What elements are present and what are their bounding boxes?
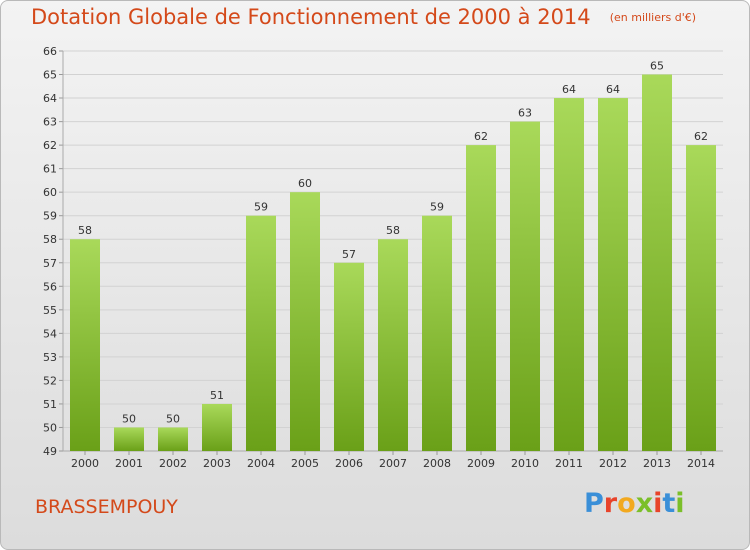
y-tick-label: 59 (43, 210, 57, 223)
data-label: 58 (386, 224, 400, 237)
data-label: 63 (518, 107, 532, 120)
x-tick-label: 2011 (555, 457, 583, 470)
y-tick-label: 49 (43, 445, 57, 458)
x-tick-label: 2003 (203, 457, 231, 470)
logo-letter: P (584, 488, 604, 519)
bar (290, 192, 320, 452)
y-tick-label: 53 (43, 351, 57, 364)
y-tick-label: 51 (43, 398, 57, 411)
data-label: 62 (474, 130, 488, 143)
data-label: 51 (210, 389, 224, 402)
x-tick-label: 2012 (599, 457, 627, 470)
chart-unit: (en milliers d'€) (609, 11, 697, 24)
data-label: 57 (342, 248, 356, 261)
x-tick-label: 2004 (247, 457, 275, 470)
data-label: 59 (254, 201, 268, 214)
x-tick-label: 2007 (379, 457, 407, 470)
y-tick-label: 65 (43, 69, 57, 82)
x-tick-label: 2014 (687, 457, 715, 470)
y-tick-label: 58 (43, 233, 57, 246)
bar (598, 98, 628, 451)
data-label: 58 (78, 224, 92, 237)
y-tick-label: 55 (43, 304, 57, 317)
y-tick-label: 62 (43, 139, 57, 152)
bar (642, 74, 672, 451)
data-label: 65 (650, 60, 664, 73)
x-tick-label: 2006 (335, 457, 363, 470)
bar (554, 98, 584, 451)
logo-letter: t (662, 488, 676, 519)
bar (378, 239, 408, 451)
x-tick-label: 2008 (423, 457, 451, 470)
bar (114, 427, 144, 451)
logo-letter: i (675, 488, 685, 519)
bar (422, 215, 452, 451)
bar (510, 121, 540, 452)
bar (246, 215, 276, 451)
bar (202, 403, 232, 451)
y-tick-label: 61 (43, 163, 57, 176)
logo-letter: i (653, 488, 663, 519)
commune-name: BRASSEMPOUY (35, 496, 178, 518)
x-tick-label: 2009 (467, 457, 495, 470)
data-label: 64 (562, 83, 576, 96)
data-label: 64 (606, 83, 620, 96)
logo-letter: o (617, 488, 636, 519)
x-tick-label: 2013 (643, 457, 671, 470)
x-tick-label: 2001 (115, 457, 143, 470)
data-label: 50 (166, 412, 180, 425)
y-tick-label: 56 (43, 280, 57, 293)
y-tick-label: 64 (43, 92, 57, 105)
x-tick-label: 2002 (159, 457, 187, 470)
bar (686, 145, 716, 451)
bar (334, 262, 364, 451)
bar (466, 145, 496, 451)
y-tick-label: 57 (43, 257, 57, 270)
x-tick-label: 2010 (511, 457, 539, 470)
y-tick-label: 54 (43, 327, 57, 340)
y-tick-label: 66 (43, 45, 57, 58)
data-label: 62 (694, 130, 708, 143)
y-tick-label: 52 (43, 374, 57, 387)
y-tick-label: 50 (43, 421, 57, 434)
bar (158, 427, 188, 451)
x-tick-label: 2000 (71, 457, 99, 470)
data-label: 59 (430, 201, 444, 214)
logo-letter: r (603, 488, 618, 519)
bar (70, 239, 100, 451)
proxiti-logo: Proxiti (584, 488, 685, 519)
data-label: 60 (298, 177, 312, 190)
chart-title: Dotation Globale de Fonctionnement de 20… (31, 5, 591, 29)
y-tick-label: 63 (43, 116, 57, 129)
y-tick-label: 60 (43, 186, 57, 199)
data-label: 50 (122, 412, 136, 425)
x-tick-label: 2005 (291, 457, 319, 470)
logo-letter: x (635, 488, 654, 519)
title-row: Dotation Globale de Fonctionnement de 20… (31, 5, 696, 29)
